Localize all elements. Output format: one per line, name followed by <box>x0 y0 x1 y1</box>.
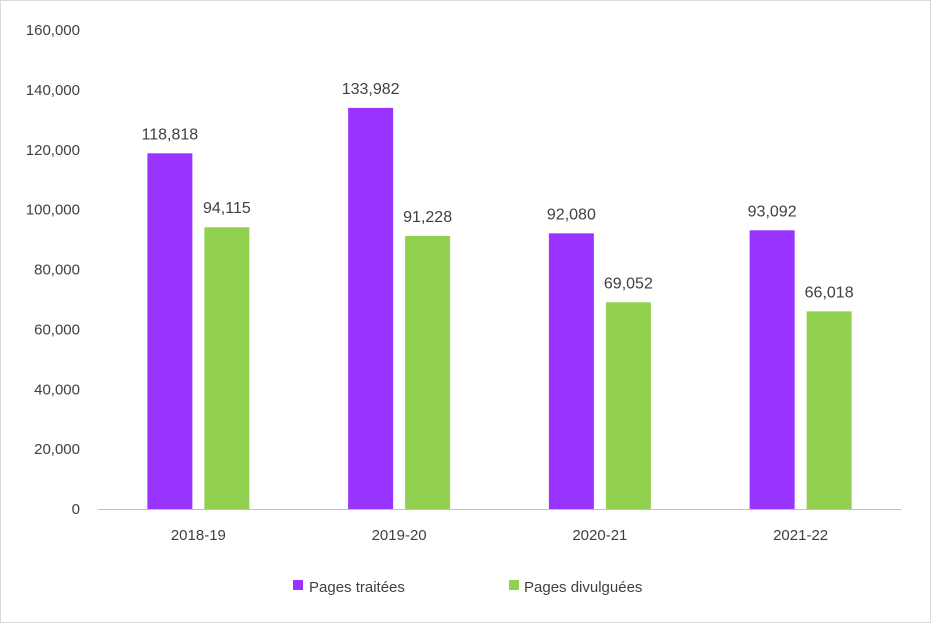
x-tick-label: 2020-21 <box>572 527 627 544</box>
y-tick-label: 80,000 <box>34 262 80 279</box>
x-tick-label: 2018-19 <box>171 527 226 544</box>
y-tick-label: 60,000 <box>34 321 80 338</box>
y-tick-label: 20,000 <box>34 441 80 458</box>
legend-label-pages-traitees: Pages traitées <box>309 579 405 596</box>
bar-pages-traitees-2020-21 <box>548 233 594 509</box>
data-labels-group: 118,818 94,115 133,982 91,228 92,080 69,052 93… <box>142 81 854 301</box>
bar-pages-traitees-2018-19 <box>147 153 193 509</box>
y-tick-label: 140,000 <box>26 82 80 99</box>
data-label-pages-divulguees-2019-20: 91,228 <box>403 209 452 226</box>
x-tick-label: 2019-20 <box>372 527 427 544</box>
y-tick-label: 100,000 <box>26 202 80 219</box>
legend-swatch-pages-traitees <box>293 580 303 590</box>
data-label-pages-traitees-2021-22: 93,092 <box>748 203 797 220</box>
legend-swatch-pages-divulguees <box>509 580 519 590</box>
bars-group <box>147 107 852 509</box>
bar-pages-traitees-2019-20 <box>348 107 394 509</box>
legend-label-pages-divulguees: Pages divulguées <box>524 579 642 596</box>
y-tick-label: 120,000 <box>26 142 80 159</box>
y-tick-label: 0 <box>72 501 80 518</box>
y-axis-tick-labels: 0 20,000 40,000 60,000 80,000 100,000 120,000 1… <box>26 22 80 518</box>
data-label-pages-divulguees-2018-19: 94,115 <box>203 200 251 217</box>
x-axis-tick-labels: 2018-19 2019-20 2020-21 2021-22 <box>171 527 828 544</box>
y-tick-label: 160,000 <box>26 22 80 39</box>
data-label-pages-traitees-2020-21: 92,080 <box>547 206 596 223</box>
bar-pages-divulguees-2019-20 <box>405 235 451 509</box>
data-label-pages-traitees-2018-19: 118,818 <box>142 126 199 143</box>
x-tick-label: 2021-22 <box>773 527 828 544</box>
data-label-pages-traitees-2019-20: 133,982 <box>342 81 400 98</box>
bar-pages-divulguees-2018-19 <box>204 227 250 509</box>
legend: Pages traitées Pages divulguées <box>293 579 642 596</box>
bar-pages-divulguees-2020-21 <box>605 302 651 509</box>
y-tick-label: 40,000 <box>34 381 80 398</box>
data-label-pages-divulguees-2021-22: 66,018 <box>805 284 854 301</box>
bar-pages-traitees-2021-22 <box>749 230 795 509</box>
data-label-pages-divulguees-2020-21: 69,052 <box>604 275 653 292</box>
bar-pages-divulguees-2021-22 <box>806 311 852 509</box>
